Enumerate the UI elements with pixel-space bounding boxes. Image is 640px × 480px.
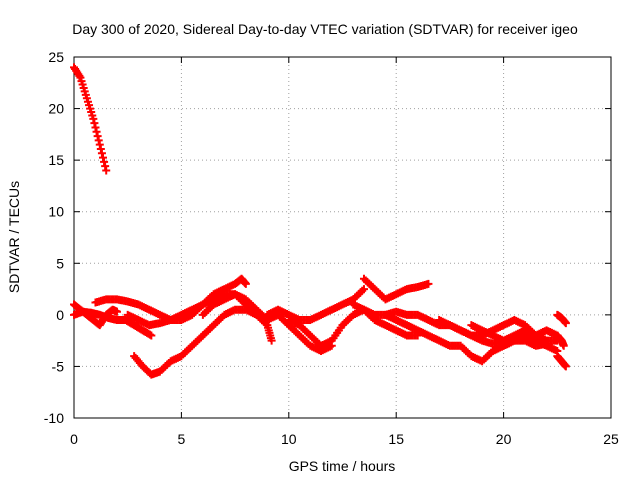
x-tick-label: 25 — [603, 431, 619, 447]
series-arc-17 — [553, 352, 570, 371]
x-axis-label: GPS time / hours — [289, 458, 396, 474]
plot-frame — [73, 56, 612, 419]
data-point — [96, 144, 105, 153]
series-arc-10 — [359, 274, 433, 304]
data-point — [542, 339, 551, 348]
y-tick-label: -10 — [44, 410, 64, 426]
series-arc-14 — [467, 321, 562, 345]
axis-ticks: 0 5 10 15 20 25 -10 -5 0 5 10 15 20 25 — [44, 49, 619, 447]
y-axis-label: SDTVAR / TECUs — [6, 181, 22, 293]
data-point — [93, 132, 102, 141]
y-tick-label: 20 — [48, 101, 64, 117]
data-point — [100, 157, 109, 166]
data-point — [91, 123, 100, 132]
series-arc-3 — [70, 307, 156, 340]
series-arc-18 — [553, 310, 570, 328]
data-point — [95, 140, 104, 149]
data-point — [561, 319, 570, 328]
y-tick-label: 10 — [48, 204, 64, 220]
data-point — [94, 136, 103, 145]
data-point — [97, 149, 106, 158]
data-point — [90, 119, 99, 128]
series-arc-6 — [130, 305, 261, 379]
data-point — [101, 162, 110, 171]
y-tick-label: 25 — [48, 49, 64, 65]
data-point — [561, 362, 570, 371]
series-arc-15 — [488, 336, 551, 355]
grid — [74, 57, 611, 418]
data-points — [70, 63, 570, 379]
data-point — [92, 127, 101, 136]
y-tick-label: -5 — [52, 358, 65, 374]
x-tick-label: 20 — [496, 431, 512, 447]
x-tick-label: 15 — [388, 431, 404, 447]
data-point — [89, 114, 98, 123]
data-point — [424, 279, 433, 288]
series-arc-1 — [70, 63, 111, 175]
data-point — [102, 166, 111, 175]
data-point — [241, 279, 250, 288]
data-point — [98, 153, 107, 162]
x-tick-label: 10 — [281, 431, 297, 447]
data-point — [559, 341, 568, 350]
data-point — [147, 331, 156, 340]
y-tick-label: 5 — [56, 255, 64, 271]
x-tick-label: 5 — [178, 431, 186, 447]
data-point — [112, 307, 121, 316]
data-point — [359, 285, 368, 294]
series-arc-8 — [263, 285, 368, 325]
data-point — [267, 336, 276, 345]
y-tick-label: 15 — [48, 152, 64, 168]
x-tick-label: 0 — [70, 431, 78, 447]
series-arc-16 — [553, 331, 568, 350]
chart-title: Day 300 of 2020, Sidereal Day-to-day VTE… — [72, 21, 578, 37]
y-tick-label: 0 — [56, 307, 64, 323]
